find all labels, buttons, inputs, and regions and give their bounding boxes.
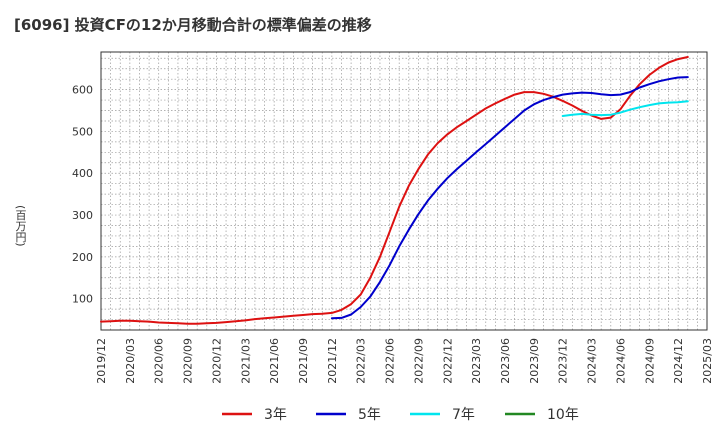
x-tick-label: 2021/03 [239,338,252,384]
x-tick-label: 2021/09 [297,338,310,384]
chart-title: [6096] 投資CFの12か月移動合計の標準偏差の推移 [14,16,372,34]
x-tick-label: 2022/12 [441,338,454,384]
x-tick-label: 2021/06 [268,338,281,384]
plot-area [101,52,707,330]
x-tick-label: 2021/12 [326,338,339,384]
series-line-5年 [330,76,689,320]
x-tick-label: 2024/06 [614,338,627,384]
legend-label-10年: 10年 [547,407,579,423]
y-tick-label: 500 [72,125,93,138]
x-tick-label: 2023/09 [528,338,541,384]
plot-border [100,51,708,331]
y-tick-label: 100 [72,293,93,306]
x-tick-label: 2024/09 [643,338,656,384]
y-tick-label: 600 [72,84,93,97]
x-tick-label: 2020/06 [153,338,166,384]
x-tick-label: 2020/12 [210,338,223,384]
x-tick-label: 2022/03 [355,338,368,384]
x-tick-label: 2024/12 [672,338,685,384]
x-tick-label: 2023/12 [557,338,570,384]
x-tick-label: 2023/03 [470,338,483,384]
x-tick-label: 2020/03 [124,338,137,384]
legend-label-3年: 3年 [264,407,287,423]
legend-label-5年: 5年 [358,407,381,423]
series-line-7年 [561,100,689,117]
y-tick-label: 200 [72,251,93,264]
x-tick-label: 2022/09 [412,338,425,384]
x-tick-label: 2020/09 [182,338,195,384]
x-tick-label: 2024/03 [586,338,599,384]
x-tick-label: 2023/06 [499,338,512,384]
y-axis-label: (百万円) [14,205,27,247]
y-tick-label: 400 [72,167,93,180]
y-tick-label: 300 [72,209,93,222]
x-tick-label: 2025/03 [701,338,714,384]
x-tick-label: 2022/06 [384,338,397,384]
x-tick-label: 2019/12 [95,338,108,384]
legend-label-7年: 7年 [452,407,475,423]
